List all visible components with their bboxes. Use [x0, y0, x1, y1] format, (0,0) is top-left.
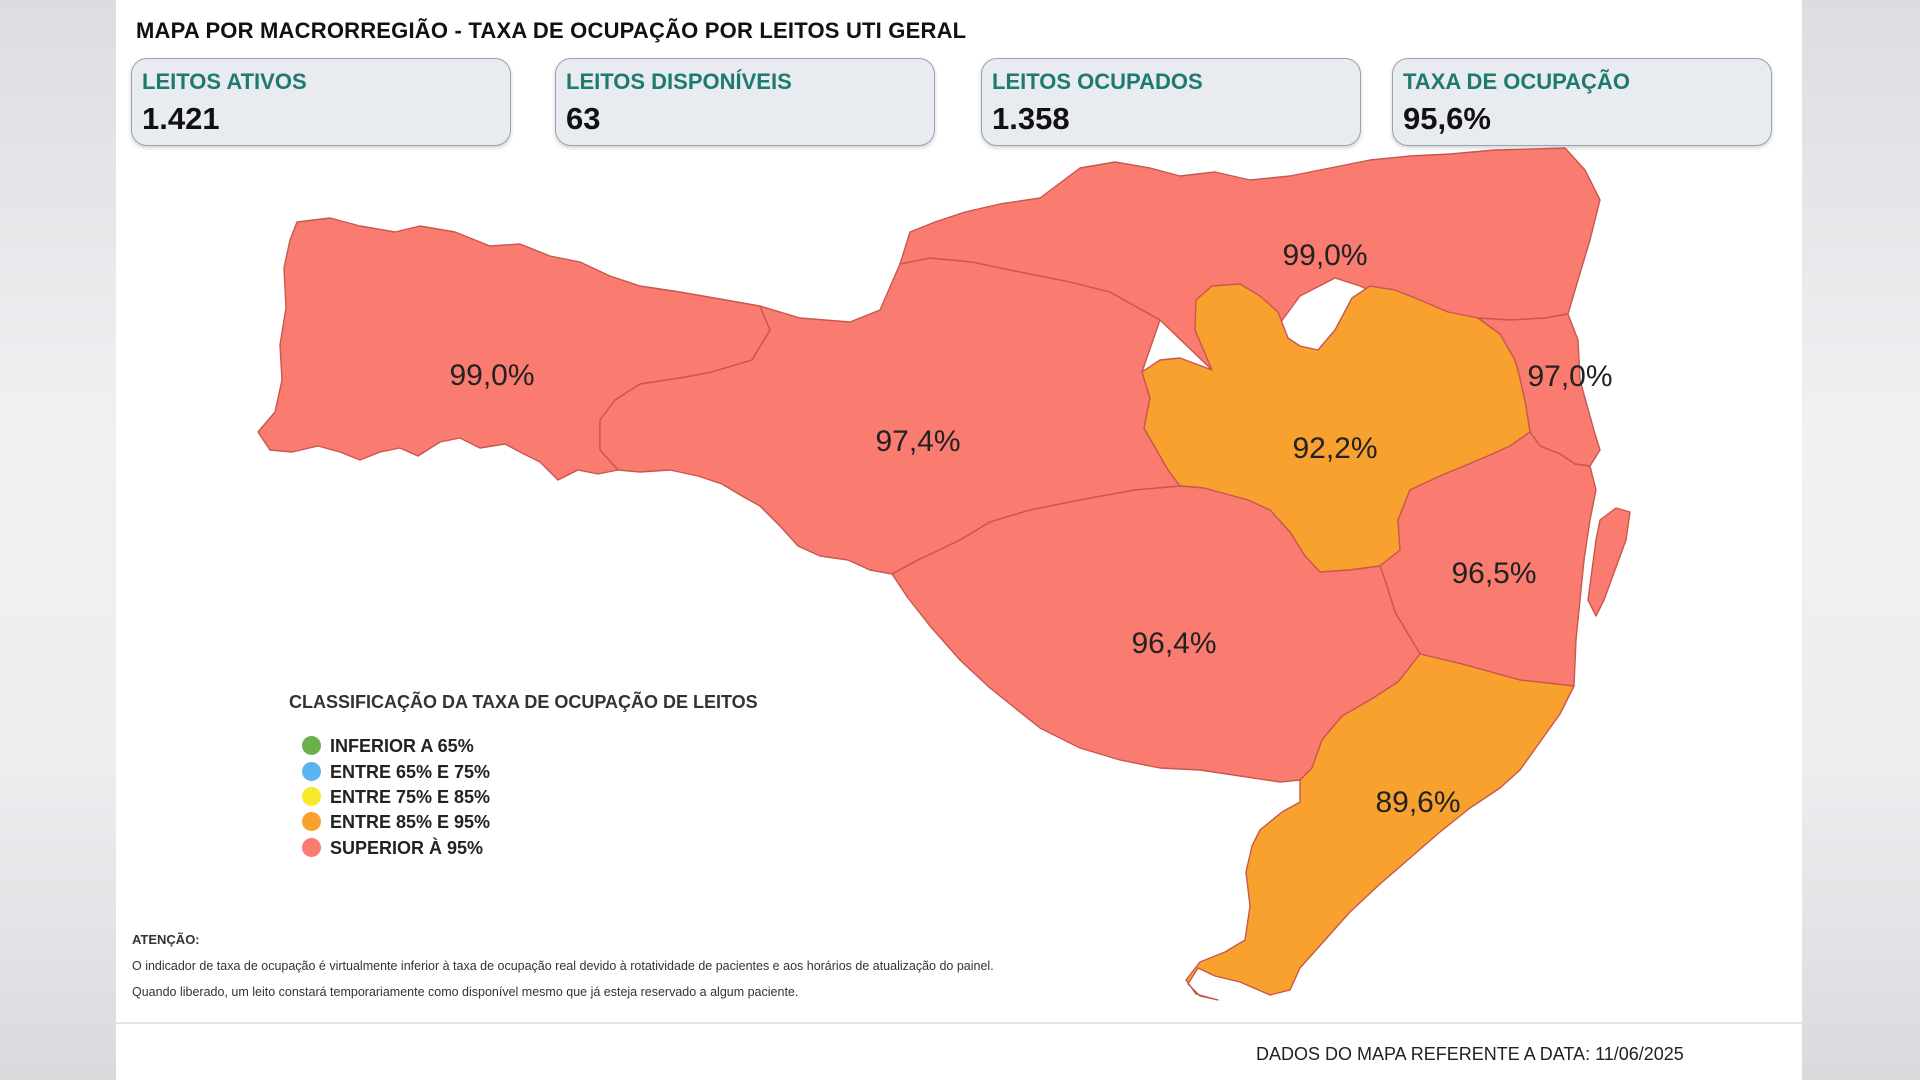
- attention-title: ATENÇÃO:: [132, 932, 200, 947]
- card-taxa-ocupacao: TAXA DE OCUPAÇÃO 95,6%: [1392, 58, 1772, 146]
- legend-dot-orange: [302, 812, 321, 831]
- legend-item: ENTRE 85% E 95%: [302, 812, 490, 834]
- attention-line: O indicador de taxa de ocupação é virtua…: [132, 959, 994, 973]
- region-label-extremo-oeste: 99,0%: [449, 359, 534, 392]
- legend-dot-blue: [302, 762, 321, 781]
- region-label-serra: 96,4%: [1131, 627, 1216, 660]
- legend-label: ENTRE 85% E 95%: [330, 812, 491, 832]
- card-leitos-ocupados: LEITOS OCUPADOS 1.358: [981, 58, 1361, 146]
- card-label: TAXA DE OCUPAÇÃO: [1403, 69, 1630, 94]
- card-value: 1.421: [142, 101, 220, 136]
- region-label-meio-oeste: 97,4%: [875, 425, 960, 458]
- map-date-footer: DADOS DO MAPA REFERENTE A DATA: 11/06/20…: [1256, 1044, 1684, 1064]
- card-label: LEITOS DISPONÍVEIS: [566, 69, 792, 94]
- page-title: MAPA POR MACRORREGIÃO - TAXA DE OCUPAÇÃO…: [136, 18, 967, 43]
- card-label: LEITOS OCUPADOS: [992, 69, 1203, 94]
- legend-item: ENTRE 75% E 85%: [302, 787, 490, 809]
- region-norte[interactable]: [899, 147, 1601, 371]
- legend-label: INFERIOR A 65%: [330, 736, 474, 756]
- card-leitos-ativos: LEITOS ATIVOS 1.421: [131, 58, 511, 146]
- attention-line: Quando liberado, um leito constará tempo…: [132, 985, 799, 999]
- legend-item: SUPERIOR À 95%: [302, 838, 483, 860]
- region-label-nordeste: 97,0%: [1527, 360, 1612, 393]
- region-label-norte: 99,0%: [1282, 239, 1367, 272]
- legend-title: CLASSIFICAÇÃO DA TAXA DE OCUPAÇÃO DE LEI…: [289, 692, 758, 712]
- legend-label: ENTRE 65% E 75%: [330, 762, 491, 782]
- background-edge-left: [0, 0, 116, 1080]
- card-label: LEITOS ATIVOS: [142, 69, 307, 94]
- region-label-vale: 92,2%: [1292, 432, 1377, 465]
- legend-dot-green: [302, 736, 321, 755]
- dashboard-panel: MAPA POR MACRORREGIÃO - TAXA DE OCUPAÇÃO…: [116, 0, 1802, 1080]
- legend-item: ENTRE 65% E 75%: [302, 762, 490, 784]
- region-sul[interactable]: [1185, 653, 1575, 1001]
- region-ilha[interactable]: [1587, 507, 1631, 617]
- legend-item: INFERIOR A 65%: [302, 736, 474, 758]
- legend-label: SUPERIOR À 95%: [330, 838, 484, 858]
- background-edge-right: [1802, 0, 1920, 1080]
- region-label-sul: 89,6%: [1375, 786, 1460, 819]
- region-extremo-oeste[interactable]: [257, 217, 771, 481]
- card-value: 1.358: [992, 101, 1070, 136]
- legend-dot-red: [302, 838, 321, 857]
- state-map: 99,0% 97,4% 99,0% 92,2% 97,0% 96,4% 96,5…: [257, 147, 1631, 1001]
- card-value: 63: [566, 101, 601, 136]
- legend-dot-yellow: [302, 787, 321, 806]
- divider: [116, 1022, 1802, 1024]
- card-value: 95,6%: [1403, 101, 1491, 136]
- legend-label: ENTRE 75% E 85%: [330, 787, 491, 807]
- region-label-grande-florianopolis: 96,5%: [1451, 557, 1536, 590]
- card-leitos-disponiveis: LEITOS DISPONÍVEIS 63: [555, 58, 935, 146]
